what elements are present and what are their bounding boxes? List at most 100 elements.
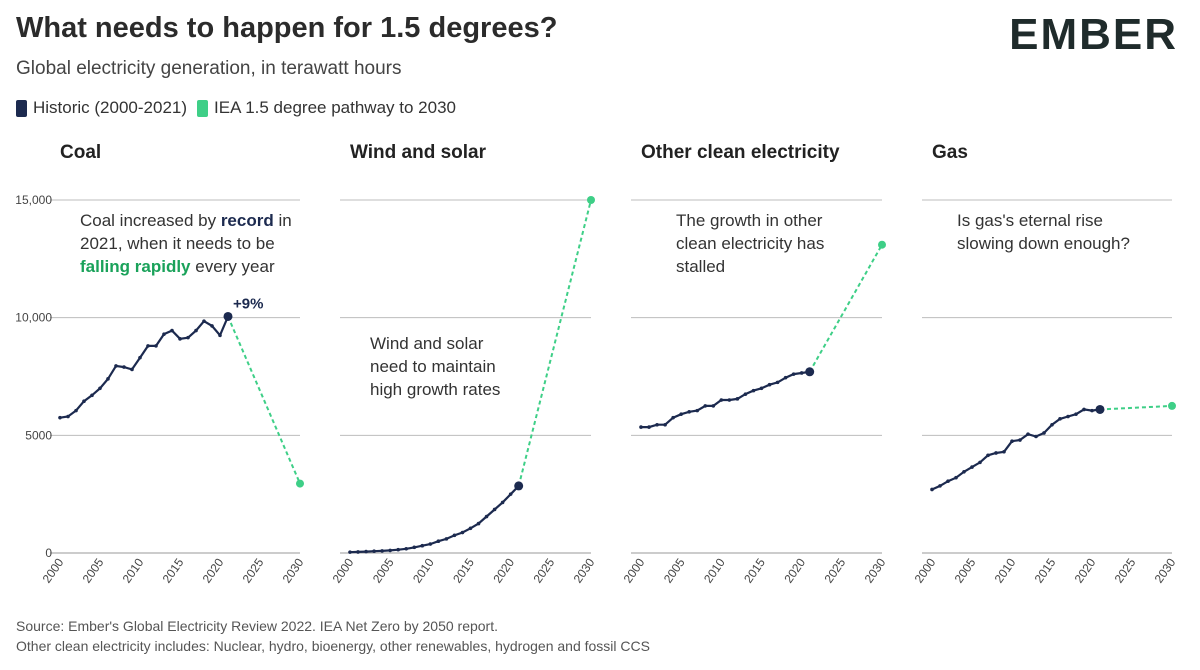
panel-2-historic-point bbox=[428, 542, 433, 546]
panel-1-historic-point bbox=[138, 355, 142, 360]
panel-1-historic-point bbox=[154, 344, 158, 348]
y-tick-label: 10,000 bbox=[15, 311, 52, 325]
panel-2-historic-point bbox=[404, 546, 409, 551]
panel-4-x-tick-label: 2030 bbox=[1152, 555, 1179, 585]
panel-3-x-tick-label: 2025 bbox=[822, 555, 849, 585]
panel-1-historic-point bbox=[66, 414, 70, 419]
panel-1-historic-point bbox=[186, 335, 190, 340]
panel-3-pathway-line bbox=[808, 244, 883, 373]
panel-1-historic-point bbox=[202, 319, 206, 323]
panel-2-historic-point bbox=[348, 550, 352, 554]
panel-3-historic-point bbox=[703, 404, 708, 408]
panel-1-historic-point bbox=[210, 324, 214, 328]
panel-4-historic-point bbox=[930, 487, 934, 492]
panel-1-x-tick-label: 2010 bbox=[120, 555, 147, 585]
panel-3-pathway-endpoint bbox=[878, 240, 886, 249]
panel-1-annotation-line: Coal increased by record in bbox=[80, 211, 292, 230]
panel-1-historic-endpoint bbox=[223, 311, 233, 321]
panel-4-annotation-line: slowing down enough? bbox=[957, 234, 1130, 253]
panel-3-historic-point bbox=[727, 398, 732, 402]
panel-2-pathway-endpoint bbox=[587, 196, 595, 204]
legend-item-pathway: IEA 1.5 degree pathway to 2030 bbox=[197, 98, 456, 118]
panel-1-historic-point bbox=[98, 386, 102, 391]
panel-4-historic-point bbox=[986, 453, 990, 458]
panel-3-historic-line bbox=[641, 370, 810, 429]
panel-1-historic-point bbox=[162, 332, 166, 336]
chart-title: What needs to happen for 1.5 degrees? bbox=[16, 12, 558, 44]
panel-1-pathway-line bbox=[227, 316, 301, 484]
panel-2-x-tick-label: 2025 bbox=[531, 555, 558, 585]
panel-2-historic-point bbox=[420, 543, 425, 548]
panel-4-historic-point bbox=[1010, 439, 1014, 444]
panel-4-historic-point bbox=[1042, 431, 1046, 435]
panel-2-x-tick-label: 2020 bbox=[490, 555, 517, 585]
panel-3-x-tick-label: 2020 bbox=[781, 555, 808, 585]
panel-1-annotation-line: 2021, when it needs to be bbox=[80, 234, 275, 253]
panel-3-historic-point bbox=[799, 371, 804, 375]
panel-2-historic-point bbox=[412, 545, 417, 550]
panel-1-historic-point bbox=[90, 393, 94, 398]
panel-3-historic-point bbox=[735, 397, 740, 401]
panel-3-annotation-line: The growth in other bbox=[676, 211, 823, 230]
panel-4-x-tick-label: 2005 bbox=[952, 555, 979, 585]
panel-1-historic-line bbox=[59, 316, 230, 419]
legend-label-historic: Historic (2000-2021) bbox=[33, 98, 188, 117]
definition-note: Other clean electricity includes: Nuclea… bbox=[16, 638, 650, 654]
panel-3-x-tick-label: 2010 bbox=[701, 555, 728, 585]
panel-1-historic-point bbox=[122, 365, 126, 369]
footer: Source: Ember's Global Electricity Revie… bbox=[16, 616, 650, 656]
panel-4-x-tick-label: 2010 bbox=[992, 555, 1019, 585]
panel-1-point-label: +9% bbox=[233, 295, 263, 312]
panel-3-historic-point bbox=[687, 410, 691, 414]
panel-2-historic-point bbox=[356, 550, 360, 554]
legend-swatch-historic bbox=[16, 99, 27, 117]
legend-item-historic: Historic (2000-2021) bbox=[16, 98, 187, 118]
panel-2-historic-point bbox=[508, 492, 513, 496]
panel-3-historic-point bbox=[655, 422, 659, 427]
panel-4-historic-point bbox=[1082, 407, 1086, 412]
panel-3-annotation-line: stalled bbox=[676, 257, 725, 276]
panel-3-historic-point bbox=[743, 392, 748, 396]
panel-1-historic-point bbox=[58, 415, 62, 420]
panel-3-historic-point bbox=[783, 375, 788, 380]
panel-4-historic-point bbox=[1002, 450, 1006, 454]
panel-4-historic-point bbox=[954, 475, 958, 480]
panel-4-historic-point bbox=[1074, 412, 1078, 416]
legend: Historic (2000-2021) IEA 1.5 degree path… bbox=[16, 98, 456, 118]
panel-1-historic-point bbox=[114, 364, 118, 368]
panel-2-annotation-line: need to maintain bbox=[370, 357, 496, 376]
panel-4-historic-point bbox=[1066, 414, 1070, 419]
panel-4-historic-point bbox=[994, 451, 998, 455]
y-tick-label: 5000 bbox=[25, 428, 52, 442]
panel-4-title: Gas bbox=[932, 142, 968, 163]
panel-1-historic-point bbox=[194, 328, 198, 333]
panel-2-historic-point bbox=[380, 549, 384, 553]
panel-4-historic-point bbox=[946, 479, 950, 484]
panel-2-historic-point bbox=[444, 537, 449, 541]
panel-4-annotation-line: Is gas's eternal rise bbox=[957, 211, 1103, 230]
panel-1-x-tick-label: 2025 bbox=[240, 555, 267, 585]
panel-1-x-tick-label: 2020 bbox=[200, 555, 227, 585]
panel-4-historic-point bbox=[1058, 417, 1062, 421]
panel-2-historic-point bbox=[452, 533, 457, 538]
panel-2-x-tick-label: 2030 bbox=[571, 555, 598, 585]
panel-2-historic-point bbox=[460, 530, 465, 535]
panel-3-historic-point bbox=[679, 412, 683, 416]
panel-4-x-tick-label: 2020 bbox=[1072, 555, 1099, 585]
panel-4-historic-point bbox=[970, 465, 974, 469]
panel-2-x-tick-label: 2010 bbox=[410, 555, 437, 585]
panel-1-x-tick-label: 2030 bbox=[280, 555, 307, 585]
y-tick-label: 15,000 bbox=[15, 193, 52, 207]
panel-3-historic-point bbox=[647, 425, 651, 429]
panel-1-x-tick-label: 2000 bbox=[40, 555, 67, 585]
ember-logo: EMBER bbox=[1009, 10, 1178, 59]
panel-2-historic-point bbox=[484, 514, 489, 519]
panel-4-pathway-endpoint bbox=[1168, 401, 1176, 410]
panel-2-historic-point bbox=[372, 549, 376, 554]
panel-3-title: Other clean electricity bbox=[641, 142, 840, 163]
panel-3-x-tick-label: 2005 bbox=[661, 555, 688, 585]
panel-3-historic-point bbox=[751, 388, 756, 393]
panel-4-historic-point bbox=[1034, 434, 1038, 439]
panel-2-title: Wind and solar bbox=[350, 142, 487, 163]
panel-1-title: Coal bbox=[60, 142, 101, 163]
